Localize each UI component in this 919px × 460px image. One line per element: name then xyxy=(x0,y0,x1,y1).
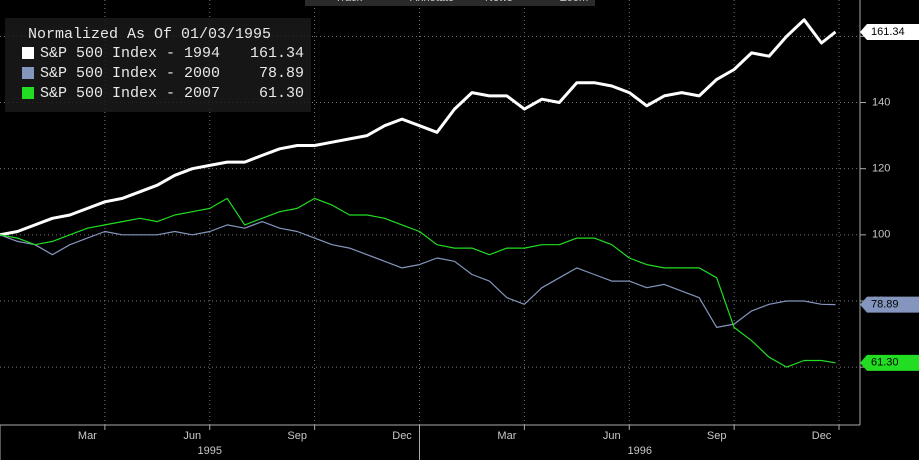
value-tag xyxy=(860,354,919,371)
grid xyxy=(0,0,860,425)
legend-box xyxy=(5,18,311,112)
toolbar-button[interactable]: Track xyxy=(335,0,363,4)
toolbar-button[interactable]: Zoom xyxy=(560,0,588,4)
value-tag xyxy=(860,23,919,40)
legend-value: 78.89 xyxy=(259,65,304,82)
legend-label[interactable]: S&P 500 Index - 1994 xyxy=(40,45,220,62)
x-tick-label: Mar xyxy=(497,430,516,442)
toolbar-button[interactable]: Annotate xyxy=(410,0,454,4)
x-tick-label: Mar xyxy=(78,430,97,442)
x-tick-label: Dec xyxy=(392,430,412,442)
x-tick-label: Sep xyxy=(287,430,307,442)
toolbar: Track Annotate News Zoom xyxy=(305,0,595,6)
plot xyxy=(0,18,837,368)
legend: Normalized As Of 01/03/1995 S&P 500 Inde… xyxy=(5,18,311,112)
value-tag-label: 161.34 xyxy=(871,26,905,38)
legend-swatch xyxy=(22,87,34,99)
legend-title: Normalized As Of 01/03/1995 xyxy=(28,26,271,43)
x-tick-label: Sep xyxy=(707,430,727,442)
x-group-label: 1996 xyxy=(628,445,652,457)
value-tag xyxy=(860,296,919,313)
y-tick-label: 140 xyxy=(872,96,890,108)
y-tick-label: 100 xyxy=(872,229,890,241)
legend-value: 161.34 xyxy=(250,45,304,62)
value-tag-label: 78.89 xyxy=(871,299,899,311)
legend-swatch xyxy=(22,67,34,79)
y-tick-label: 120 xyxy=(872,163,890,175)
series-line xyxy=(0,221,836,328)
toolbar-button[interactable]: News xyxy=(485,0,513,4)
x-group-label: 1995 xyxy=(198,445,222,457)
series-line xyxy=(0,197,836,368)
legend-swatch xyxy=(22,47,34,59)
x-tick-label: Dec xyxy=(812,430,832,442)
x-tick-label: Jun xyxy=(183,430,201,442)
value-tag-label: 61.30 xyxy=(871,357,899,369)
series-line xyxy=(0,18,837,237)
x-tick-label: Jun xyxy=(603,430,621,442)
legend-value: 61.30 xyxy=(259,85,304,102)
legend-label[interactable]: S&P 500 Index - 2007 xyxy=(40,85,220,102)
toolbar-bar xyxy=(305,0,595,6)
legend-label[interactable]: S&P 500 Index - 2000 xyxy=(40,65,220,82)
